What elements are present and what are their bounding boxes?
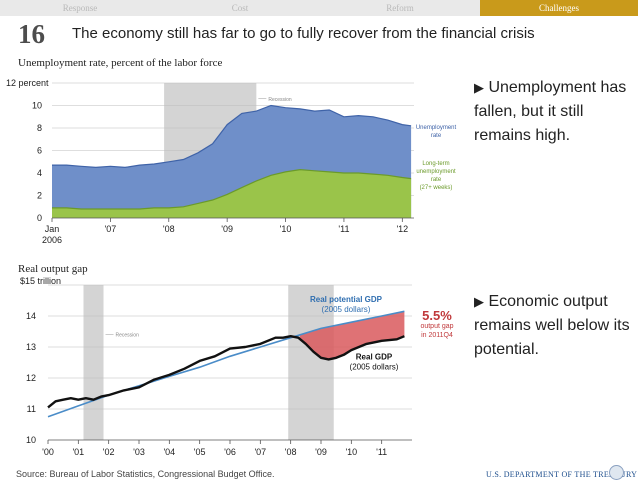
x-tick-label: '01 — [72, 447, 84, 457]
recession-band — [288, 285, 334, 440]
real-gdp-line — [47, 334, 405, 409]
y-tick-label: 0 — [37, 213, 42, 223]
real-gdp-label: Real GDP — [356, 352, 393, 361]
x-tick-label: '08 — [163, 224, 175, 234]
y-tick-label: 10 — [32, 101, 42, 111]
x-tick-label: '03 — [133, 447, 145, 457]
y-tick-label: 4 — [37, 168, 42, 178]
treasury-label: U.S. DEPARTMENT OF THE TREASURY — [486, 470, 638, 479]
x-tick-label: '00 — [42, 447, 54, 457]
source-note: Source: Bureau of Labor Statistics, Cong… — [16, 469, 275, 479]
unemployment-series-label: Unemployment — [416, 125, 457, 131]
output-gap-chart-title: Real output gap — [18, 263, 88, 275]
bullet-unemployment-text: Unemployment has fallen, but it still re… — [474, 79, 627, 144]
x-tick-label: '04 — [163, 447, 175, 457]
treasury-seal-icon — [609, 465, 624, 480]
tab-response[interactable]: Response — [62, 3, 98, 13]
slide-title: The economy still has far to go to fully… — [72, 25, 535, 42]
y-tick-label: 12 — [26, 373, 36, 383]
x-tick-label: '07 — [254, 447, 266, 457]
potential-gdp-label: (2005 dollars) — [322, 305, 371, 314]
long-term-series-label: Long-term — [422, 161, 449, 167]
y-tick-label: 10 — [26, 435, 36, 445]
y-tick-label: 6 — [37, 146, 42, 156]
tab-reform[interactable]: Reform — [386, 3, 414, 13]
output-gap-note: in 2011Q4 — [421, 332, 453, 339]
x-tick-label: '11 — [338, 224, 349, 234]
triangle-bullet-icon: ▶ — [474, 80, 484, 95]
output-gap-chart: 10 11 12 13 14 $15 trillion '00 '01 '02 '03 '04 '05… — [20, 276, 454, 457]
bullet-output: ▶ Economic output remains well below its… — [474, 290, 634, 362]
x-tick-label: '05 — [194, 447, 206, 457]
x-tick-label: '07 — [105, 224, 117, 234]
tab-challenges[interactable]: Challenges — [480, 0, 638, 16]
slide-number: 16 — [18, 19, 45, 49]
x-tick-label: Jan — [45, 224, 60, 234]
output-gap-area — [299, 311, 405, 360]
potential-gdp-label: Real potential GDP — [310, 295, 383, 304]
long-term-series-label: rate — [431, 177, 442, 183]
output-gap-value: 5.5% — [422, 308, 452, 323]
long-term-series-label: unemployment — [416, 169, 456, 175]
x-tick-label: 2006 — [42, 235, 62, 245]
x-tick-label: '06 — [224, 447, 236, 457]
recession-label: Recession — [116, 333, 140, 339]
y-tick-label: 13 — [26, 342, 36, 352]
x-tick-label: '09 — [221, 224, 233, 234]
unemployment-series-label: rate — [431, 133, 442, 139]
y-tick-label: 14 — [26, 311, 36, 321]
y-tick-label: $15 trillion — [20, 276, 61, 286]
x-tick-label: '10 — [280, 224, 292, 234]
long-term-line — [52, 168, 412, 210]
tab-cost[interactable]: Cost — [231, 3, 249, 13]
bullet-unemployment: ▶ Unemployment has fallen, but it still … — [474, 76, 634, 148]
y-tick-label: 12 percent — [6, 78, 49, 88]
recession-label: Recession — [268, 97, 292, 103]
y-tick-label: 8 — [37, 123, 42, 133]
triangle-bullet-icon: ▶ — [474, 294, 484, 309]
top-nav-bar: Response Cost Reform Challenges — [0, 0, 638, 16]
x-tick-label: '09 — [315, 447, 327, 457]
x-tick-label: '02 — [103, 447, 115, 457]
output-gap-note: output gap — [420, 323, 453, 330]
x-tick-label: '11 — [376, 447, 387, 457]
unemployment-chart-title: Unemployment rate, percent of the labor … — [18, 57, 223, 69]
y-tick-label: 2 — [37, 191, 42, 201]
x-tick-label: '12 — [396, 224, 408, 234]
x-tick-label: '10 — [345, 447, 357, 457]
x-tick-label: '08 — [285, 447, 297, 457]
unemployment-line — [52, 104, 412, 169]
long-term-area — [52, 169, 412, 218]
real-gdp-label: (2005 dollars) — [350, 362, 399, 371]
y-tick-label: 11 — [27, 404, 36, 414]
bullet-output-text: Economic output remains well below its p… — [474, 293, 630, 358]
recession-band — [83, 285, 104, 440]
long-term-series-label: (27+ weeks) — [420, 185, 453, 191]
